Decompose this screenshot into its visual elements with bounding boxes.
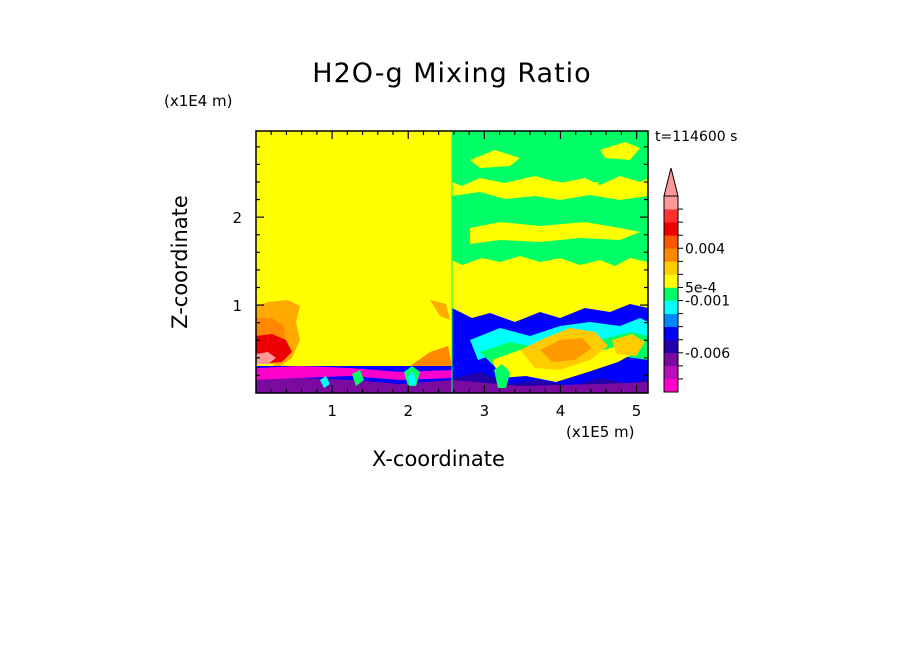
colorbar-swatch xyxy=(664,339,678,354)
colorbar-swatch xyxy=(664,248,678,262)
contour-field xyxy=(256,131,648,393)
colorbar-swatch xyxy=(664,287,678,301)
colorbar-extend-arrow xyxy=(663,167,679,197)
y-tick-label: 1 xyxy=(232,297,242,315)
colorbar-swatch xyxy=(664,352,678,367)
region-orange-deep xyxy=(540,338,592,362)
x-axis-label: X-coordinate xyxy=(372,447,505,471)
colorbar-label: 5e-4 xyxy=(685,280,717,296)
colorbar-swatch xyxy=(664,313,678,327)
colorbar-swatch xyxy=(664,209,678,223)
x-tick-label: 1 xyxy=(327,402,337,420)
x-tick-label: 2 xyxy=(403,402,413,420)
colorbar-swatch xyxy=(664,235,678,249)
region-orange-mid-top xyxy=(430,300,450,320)
axis-tick-labels: 1 2 3 4 5 1 2 xyxy=(232,209,641,420)
x-axis-multiplier: (x1E5 m) xyxy=(566,423,635,441)
colorbar-label: -0.006 xyxy=(685,346,730,362)
region-green-cloud-top xyxy=(452,131,648,186)
region-pink-left xyxy=(256,352,276,366)
colorbar-swatch xyxy=(664,365,678,380)
time-stamp: t=114600 s xyxy=(655,129,738,145)
colorbar-swatch xyxy=(664,378,678,393)
colorbar-swatch xyxy=(664,300,678,314)
region-yellow-streak-3 xyxy=(600,142,640,160)
colorbar-frame xyxy=(663,195,679,393)
region-yellow-streak-2 xyxy=(470,150,520,168)
colorbar-swatch xyxy=(664,326,678,341)
region-yellow-streak xyxy=(515,180,600,194)
colorbar-swatch xyxy=(664,196,678,210)
region-orange-mid xyxy=(410,346,452,366)
region-yellow-band xyxy=(470,222,640,244)
x-tick-label: 3 xyxy=(480,402,490,420)
axis-ticks xyxy=(256,131,648,393)
y-axis-multiplier: (x1E4 m) xyxy=(164,92,233,110)
colorbar-swatch xyxy=(664,274,678,288)
colorbar-swatch xyxy=(664,261,678,275)
region-orange-plume-2 xyxy=(612,334,645,356)
x-tick-label: 5 xyxy=(632,402,642,420)
colorbar-label: -0.001 xyxy=(685,294,730,310)
plot-frame xyxy=(255,130,649,394)
chart-title: H2O-g Mixing Ratio xyxy=(312,58,592,89)
x-tick-label: 4 xyxy=(556,402,566,420)
colorbar-swatch xyxy=(664,222,678,236)
y-tick-label: 2 xyxy=(232,209,242,227)
colorbar-label: 0.004 xyxy=(685,241,725,257)
